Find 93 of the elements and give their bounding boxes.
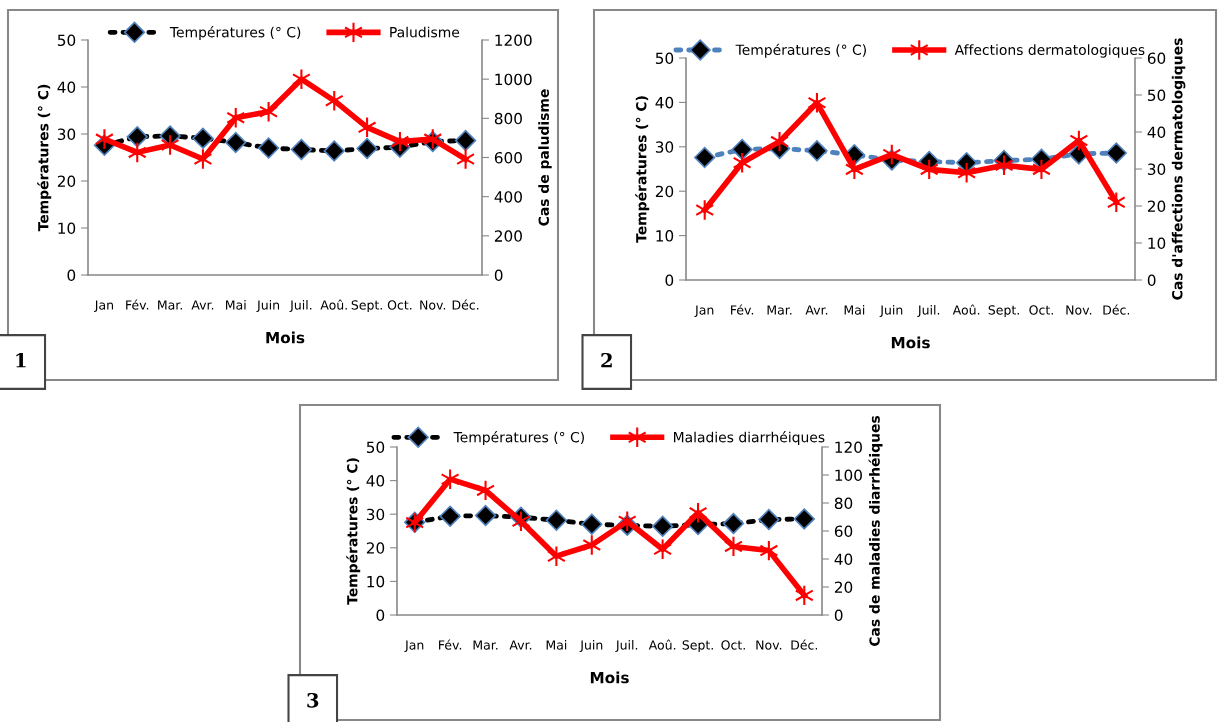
y2-tick-label: 600 [494,151,522,164]
y-tick-label: 20 [57,175,76,188]
x-tick-label: Jan [404,640,424,652]
y2-tick-label: 0 [1147,274,1156,287]
x-axis-title: Mois [266,331,305,344]
y2-tick-label: 1000 [495,73,532,86]
x-tick-label: Sept. [351,300,382,313]
y2-tick-label: 50 [1147,89,1166,102]
y2-tick-label: 80 [834,497,853,510]
x-tick-label: Aoû. [320,299,347,310]
x-tick-label: Déc. [1103,304,1130,315]
x-tick-label: Avr. [191,300,214,310]
y-axis-title: Températures (° C) [635,96,650,243]
y-tick-label: 40 [655,96,674,109]
x-tick-label: Mai [226,300,246,310]
y2-tick-label: 0 [834,609,843,622]
y-tick-label: 40 [57,81,76,94]
text: 3 [307,692,319,708]
y2-tick-label: 30 [1147,163,1166,176]
y2-tick-label: 40 [834,553,853,566]
x-tick-label: Juin [879,305,903,317]
x-tick-label: Juil. [615,640,638,652]
x-tick-label: Mar. [767,305,792,315]
y-tick-label: 30 [57,128,76,141]
x-tick-label: Mai [546,640,567,650]
y2-axis-title: Cas d'affections dermatologiques [1171,38,1186,300]
y2-tick-label: 1200 [495,34,532,47]
legend-label: Températures (° C) [453,431,584,446]
y2-axis-title: Cas de maladies diarrhéiques [868,415,883,647]
y-tick-label: 20 [655,185,674,198]
y2-tick-label: 0 [494,269,503,282]
x-tick-label: Nov. [420,300,446,310]
y-tick-label: 20 [366,542,385,554]
x-tick-label: Oct. [721,640,745,650]
x-tick-label: Fév. [439,639,462,650]
x-tick-label: Nov. [756,640,782,650]
x-tick-label: Fév. [126,299,149,310]
x-tick-label: Aoû. [648,639,676,650]
x-tick-label: Juin [256,300,280,312]
x-tick-label: Déc. [452,299,479,310]
x-tick-label: Mar. [473,640,498,650]
y-tick-label: 40 [366,475,385,487]
y-tick-label: 0 [376,609,385,622]
y2-tick-label: 200 [494,230,522,242]
y-tick-label: 50 [655,52,674,65]
y-tick-label: 30 [655,141,674,153]
y2-tick-label: 10 [1148,237,1166,250]
y2-tick-label: 60 [1147,52,1166,65]
x-tick-label: Juil. [289,300,312,312]
y2-tick-label: 60 [834,525,853,538]
x-tick-label: Avr. [805,305,828,315]
y-tick-label: 50 [57,34,76,47]
y-tick-label: 0 [665,274,674,287]
text: 1 [16,352,26,368]
y2-tick-label: 20 [834,581,853,594]
legend-label: Paludisme [390,26,460,38]
legend-label: Températures (° C) [169,26,301,41]
y-tick-label: 10 [58,222,76,235]
y-tick-label: 0 [67,269,76,282]
x-tick-label: Mai [844,305,865,315]
y2-tick-label: 100 [835,469,862,482]
x-tick-label: Fév. [731,304,754,315]
y-tick-label: 30 [366,508,385,521]
y-tick-label: 10 [367,575,385,588]
x-axis-title: Mois [891,336,930,349]
x-tick-label: Jan [694,305,714,317]
x-tick-label: Mar. [158,300,182,310]
y-tick-label: 50 [366,441,385,454]
y2-tick-label: 120 [835,441,862,454]
x-tick-label: Juil. [917,305,940,317]
y2-axis-title: Cas de paludisme [538,89,552,226]
y2-tick-label: 20 [1147,200,1166,213]
legend-label: Températures (° C) [735,43,866,58]
y2-tick-label: 400 [494,191,522,203]
x-tick-label: Sept. [988,305,1019,318]
legend-label: Maladies diarrhéiques [674,431,825,446]
x-tick-label: Avr. [509,640,532,650]
x-tick-label: Aoû. [952,304,980,315]
x-tick-label: Oct. [387,300,412,310]
y2-tick-label: 800 [494,112,522,125]
y2-tick-label: 40 [1147,126,1166,139]
text: 2 [601,352,612,368]
x-tick-label: Jan [94,300,113,312]
y-tick-label: 10 [656,230,674,242]
y-axis-title: Températures (° C) [346,458,361,605]
x-tick-label: Nov. [1066,305,1092,315]
x-tick-label: Juin [579,640,603,652]
x-tick-label: Sept. [682,640,713,653]
legend-label: Affections dermatologiques [954,44,1145,58]
y-axis-title: Températures (° C) [37,84,52,232]
x-tick-label: Déc. [791,639,818,650]
x-tick-label: Oct. [1029,305,1053,315]
x-axis-title: Mois [590,671,629,684]
